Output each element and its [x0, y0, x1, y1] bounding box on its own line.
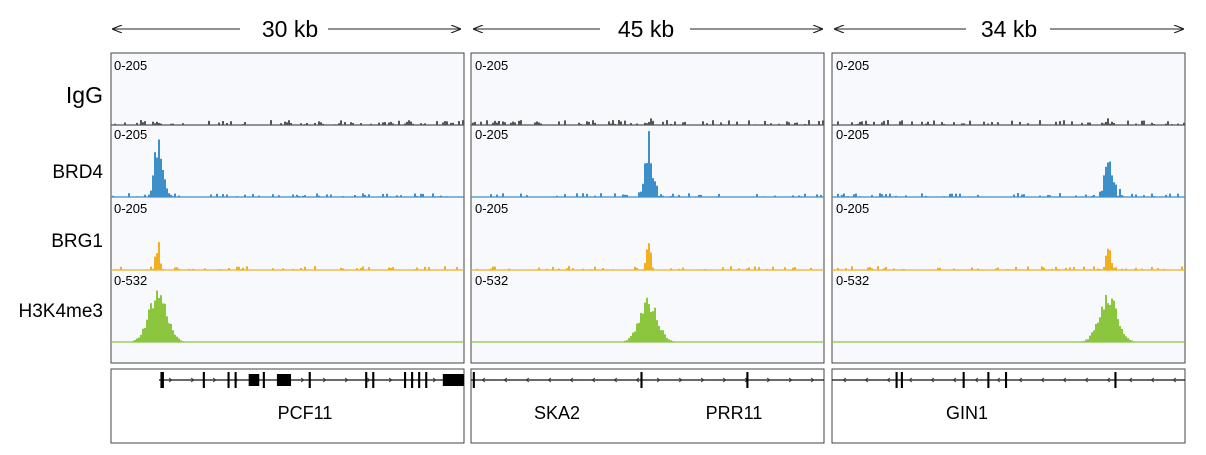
range-label-p1-brd4: 0-205 [114, 127, 147, 142]
scale-bar-1: 30 kb [113, 16, 460, 42]
track-igg-p1 [111, 120, 464, 126]
gene-label-pcf11: PCF11 [278, 403, 333, 423]
range-label-p3-brd4: 0-205 [836, 127, 869, 142]
track-label-igg: IgG [66, 82, 103, 108]
span-label-2: 45 kb [618, 16, 674, 42]
gene-label-ska2: SKA2 [534, 403, 580, 423]
range-label-p1-h3k4me3: 0-532 [114, 273, 147, 288]
track-h3k4me3-p2 [471, 297, 824, 343]
track-h3k4me3-p3 [832, 294, 1185, 343]
panel-frame-1 [110, 52, 465, 364]
span-label-3: 34 kb [981, 16, 1037, 42]
gene-label-gin1: GIN1 [946, 403, 988, 423]
range-label-p1-igg: 0-205 [114, 58, 147, 73]
range-label-p2-brd4: 0-205 [475, 127, 508, 142]
track-brg1-p2 [471, 243, 824, 271]
track-igg-p2 [471, 118, 824, 126]
panel-frame-3 [831, 52, 1186, 364]
range-label-p2-brg1: 0-205 [475, 201, 508, 216]
range-label-p2-igg: 0-205 [475, 58, 508, 73]
track-brd4-p3 [832, 161, 1185, 198]
track-h3k4me3-p1 [111, 290, 464, 343]
track-label-h3k4me3: H3K4me3 [19, 301, 104, 322]
gene-frame-3 [831, 368, 1186, 444]
track-label-brg1: BRG1 [51, 231, 103, 252]
gene-frame-2 [470, 368, 825, 444]
gene-label-prr11: PRR11 [706, 403, 763, 423]
range-label-p1-brg1: 0-205 [114, 201, 147, 216]
gene-model-p3 [832, 372, 1185, 388]
range-label-p2-h3k4me3: 0-532 [475, 273, 508, 288]
track-brd4-p2 [471, 131, 824, 198]
track-igg-p3 [832, 118, 1185, 126]
scale-bar-3: 34 kb [835, 16, 1183, 42]
track-brd4-p1 [111, 139, 464, 198]
gene-model-p2 [471, 372, 824, 388]
range-label-p3-igg: 0-205 [836, 58, 869, 73]
gene-model-p1 [159, 372, 464, 388]
track-brg1-p3 [832, 248, 1185, 271]
range-label-p3-h3k4me3: 0-532 [836, 273, 869, 288]
track-label-brd4: BRD4 [52, 162, 103, 183]
track-brg1-p1 [111, 242, 464, 271]
span-label-1: 30 kb [262, 16, 318, 42]
range-label-p3-brg1: 0-205 [836, 201, 869, 216]
scale-bar-2: 45 kb [474, 16, 822, 42]
